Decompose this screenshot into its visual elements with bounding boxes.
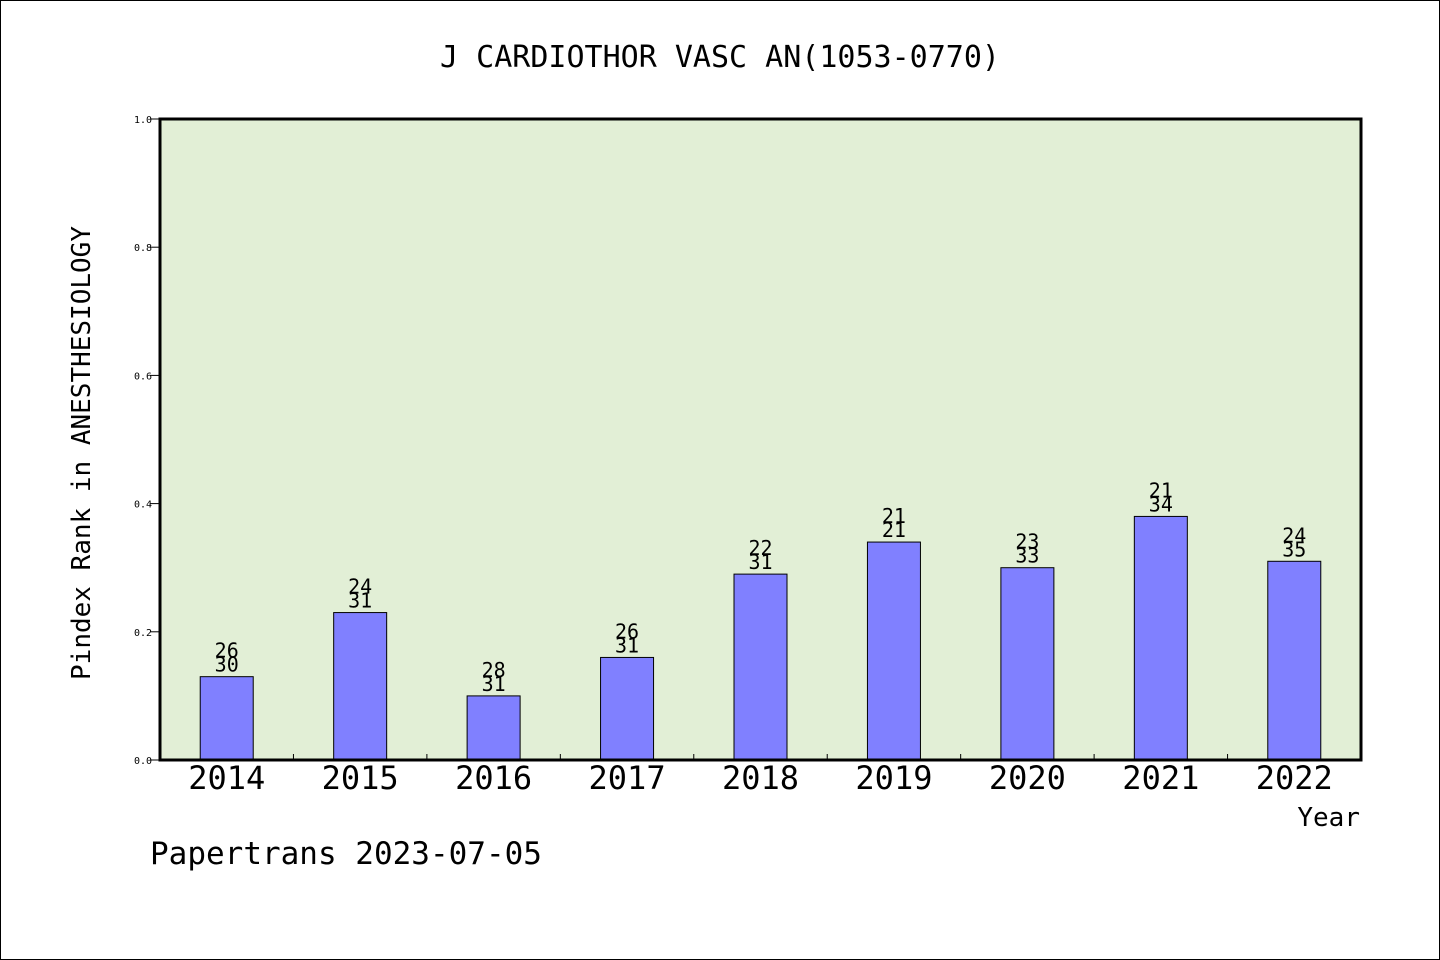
x-tick-label-2014: 2014 xyxy=(188,759,265,797)
bar-label-bottom-2022: 35 xyxy=(1282,537,1306,561)
y-tick-label-1.0: 1.0 xyxy=(134,115,152,126)
bar-label-top-2017: 26 xyxy=(615,619,639,643)
x-tick-label-2020: 2020 xyxy=(989,759,1066,797)
bar-label-top-2019: 21 xyxy=(882,504,906,528)
x-tick-label-2018: 2018 xyxy=(722,759,799,797)
y-axis: 0.0 0.2 0.4 0.6 0.8 1.0 xyxy=(134,115,160,767)
bar-label-top-2022: 24 xyxy=(1282,523,1306,547)
x-axis-label: Year xyxy=(1297,803,1360,833)
bar-2019 xyxy=(866,541,921,761)
x-tick-label-2019: 2019 xyxy=(855,759,932,797)
bar-label-top-2018: 22 xyxy=(748,536,772,560)
bar-label-bottom-2016: 31 xyxy=(482,672,506,696)
bar-label-top-2016: 28 xyxy=(482,658,506,682)
bar-2016 xyxy=(466,695,521,761)
bar-2021 xyxy=(1133,515,1188,761)
x-tick-label-2015: 2015 xyxy=(322,759,399,797)
bar-label-bottom-2019: 21 xyxy=(882,518,906,542)
bar-label-bottom-2015: 31 xyxy=(348,589,372,613)
x-tick-label-2021: 2021 xyxy=(1122,759,1199,797)
bars-group xyxy=(199,515,1322,761)
y-tick-label-0.0: 0.0 xyxy=(134,756,152,767)
bar-label-bottom-2017: 31 xyxy=(615,633,639,657)
x-tick-label-2017: 2017 xyxy=(589,759,666,797)
bar-label-top-2021: 21 xyxy=(1149,478,1173,502)
y-tick-label-0.2: 0.2 xyxy=(134,628,152,639)
x-tick-label-2022: 2022 xyxy=(1256,759,1333,797)
x-axis: 2014 2015 2016 2017 2018 2019 2020 2021 2022 xyxy=(188,754,1333,797)
bar-label-top-2014: 26 xyxy=(215,639,239,663)
footer-credit: Papertrans 2023-07-05 xyxy=(150,836,542,872)
y-tick-label-0.8: 0.8 xyxy=(134,243,152,254)
bar-label-bottom-2021: 34 xyxy=(1149,492,1173,516)
chart-title: J CARDIOTHOR VASC AN(1053-0770) xyxy=(440,40,1000,75)
bar-2017 xyxy=(600,656,655,761)
bar-label-bottom-2018: 31 xyxy=(748,550,772,574)
y-tick-label-0.6: 0.6 xyxy=(134,371,152,382)
y-axis-label: Pindex Rank in ANESTHESIOLOGY xyxy=(67,226,97,680)
bar-label-bottom-2014: 30 xyxy=(215,653,239,677)
bar-label-top-2015: 24 xyxy=(348,575,372,599)
x-tick-label-2016: 2016 xyxy=(455,759,532,797)
bar-2020 xyxy=(1000,567,1055,761)
bar-2015 xyxy=(333,612,388,761)
bar-label-top-2020: 23 xyxy=(1015,530,1039,554)
bar-2014 xyxy=(199,676,254,761)
bar-2018 xyxy=(733,573,788,761)
bar-2022 xyxy=(1267,560,1322,761)
bar-label-bottom-2020: 33 xyxy=(1015,544,1039,568)
y-tick-label-0.4: 0.4 xyxy=(134,500,152,511)
plot-border xyxy=(158,117,1363,762)
